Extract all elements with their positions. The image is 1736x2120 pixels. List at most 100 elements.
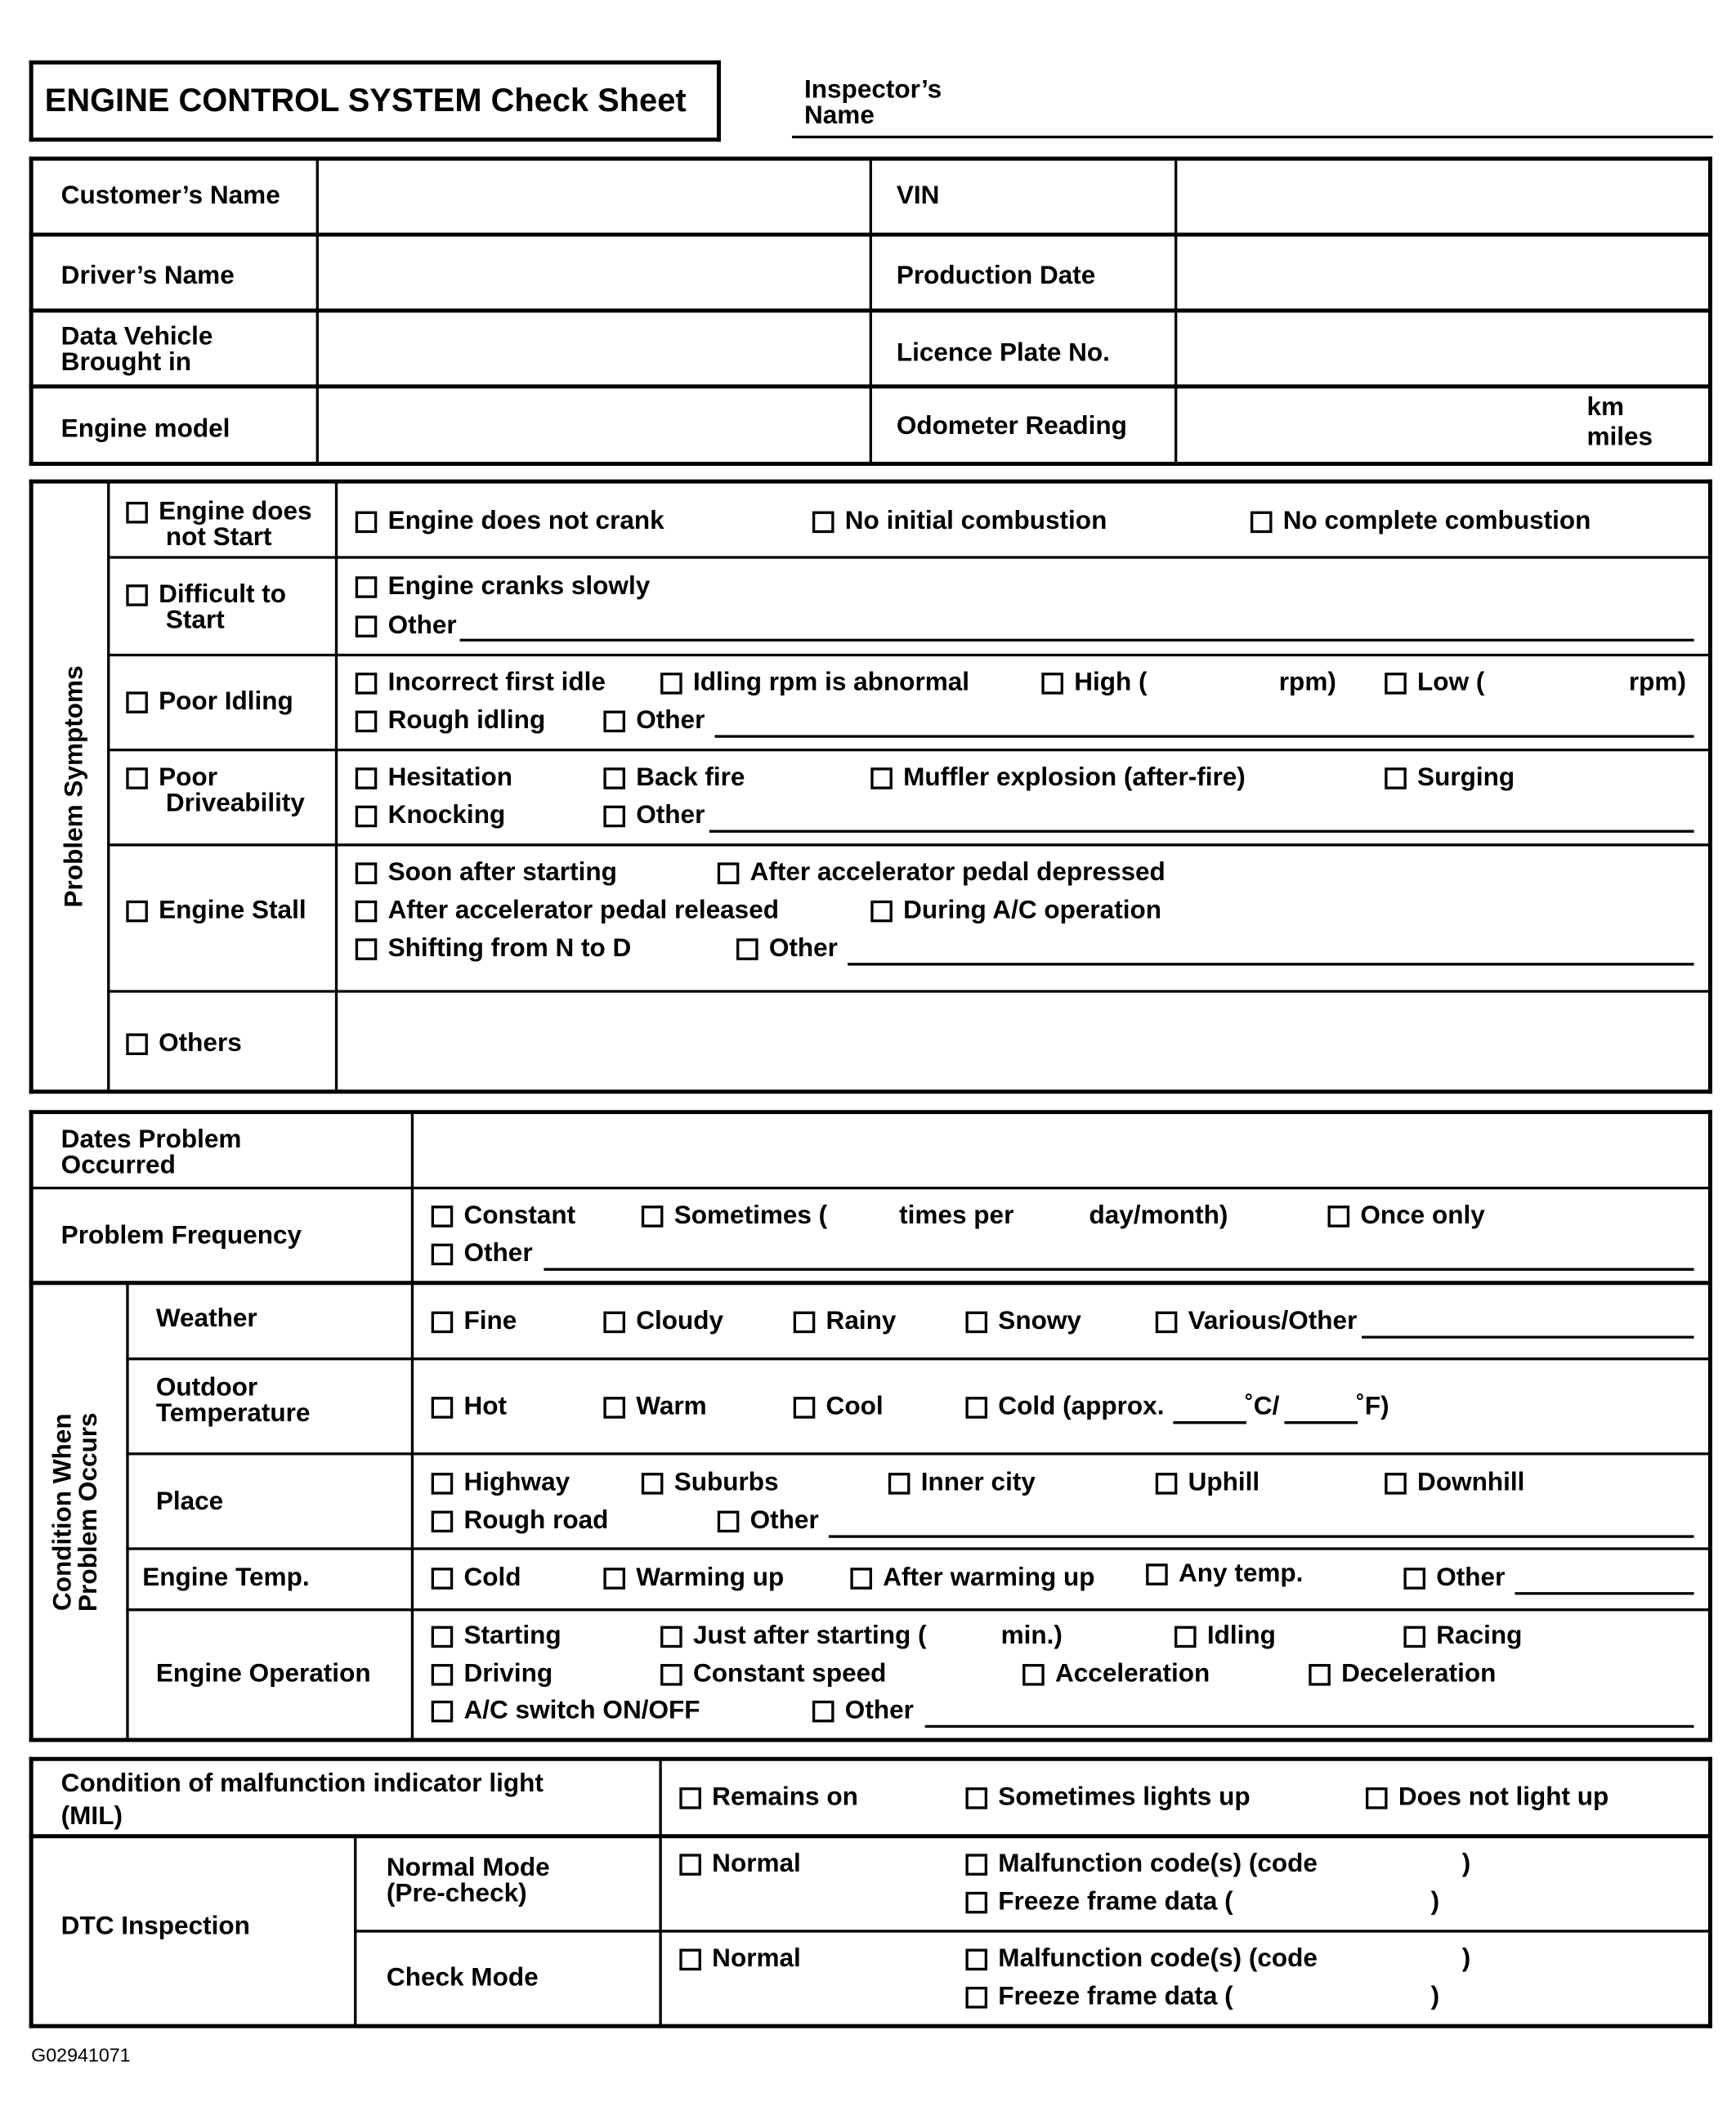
high-rpm-checkbox[interactable]: High ( (1041, 670, 1148, 695)
rough-idling-checkbox[interactable]: Rough idling (355, 708, 545, 734)
once-only-checkbox[interactable]: Once only (1327, 1203, 1485, 1228)
checkbox-icon[interactable] (355, 673, 378, 695)
knocking-checkbox[interactable]: Knocking (355, 803, 505, 829)
suburbs-checkbox[interactable]: Suburbs (641, 1470, 779, 1496)
surging-checkbox[interactable]: Surging (1385, 765, 1515, 790)
downhill-checkbox[interactable]: Downhill (1385, 1470, 1524, 1496)
no-complete-combustion-checkbox[interactable]: No complete combustion (1250, 508, 1591, 534)
cool-checkbox[interactable]: Cool (793, 1394, 884, 1420)
warm-checkbox[interactable]: Warm (603, 1394, 707, 1420)
checkbox-icon[interactable] (965, 1948, 988, 1971)
snowy-checkbox[interactable]: Snowy (965, 1308, 1081, 1335)
checkbox-icon[interactable] (870, 767, 893, 789)
checkbox-icon[interactable] (965, 1891, 988, 1914)
low-rpm-checkbox[interactable]: Low ( (1385, 670, 1484, 695)
checkbox-icon[interactable] (431, 1397, 454, 1419)
engine-operation-other-checkbox[interactable]: Other (812, 1698, 914, 1724)
soon-after-starting-checkbox[interactable]: Soon after starting (355, 860, 617, 886)
during-ac-operation-checkbox[interactable]: During A/C operation (870, 898, 1161, 924)
checkbox-icon[interactable] (793, 1397, 816, 1419)
checkbox-icon[interactable] (641, 1205, 664, 1228)
hot-checkbox[interactable]: Hot (431, 1394, 507, 1420)
after-pedal-depressed-checkbox[interactable]: After accelerator pedal depressed (717, 860, 1166, 886)
starting-checkbox[interactable]: Starting (431, 1623, 562, 1649)
checkbox-icon[interactable] (603, 710, 625, 733)
checkbox-icon[interactable] (888, 1473, 911, 1495)
checkbox-icon[interactable] (965, 1787, 988, 1809)
checkbox-icon[interactable] (965, 1986, 988, 2009)
engine-stall-checkbox[interactable]: Engine Stall (126, 898, 306, 924)
cloudy-checkbox[interactable]: Cloudy (603, 1308, 723, 1335)
checkbox-icon[interactable] (965, 1311, 988, 1334)
checkbox-icon[interactable] (355, 576, 378, 598)
checkbox-icon[interactable] (1327, 1205, 1350, 1228)
highway-checkbox[interactable]: Highway (431, 1470, 570, 1496)
checkbox-icon[interactable] (355, 767, 378, 789)
ac-switch-checkbox[interactable]: A/C switch ON/OFF (431, 1698, 700, 1724)
idling-checkbox[interactable]: Idling (1174, 1623, 1276, 1649)
checkbox-icon[interactable] (126, 501, 148, 524)
checkbox-icon[interactable] (126, 900, 148, 923)
check-mode-normal-checkbox[interactable]: Normal (679, 1946, 801, 1972)
checkbox-icon[interactable] (431, 1568, 454, 1590)
checkbox-icon[interactable] (717, 862, 740, 884)
engine-does-not-start-checkbox[interactable]: Engine does not Start (126, 499, 312, 551)
checkbox-icon[interactable] (603, 805, 625, 828)
others-checkbox[interactable]: Others (126, 1031, 242, 1057)
checkbox-icon[interactable] (431, 1664, 454, 1686)
checkbox-icon[interactable] (812, 1700, 834, 1723)
checkbox-icon[interactable] (660, 1664, 682, 1686)
checkbox-icon[interactable] (355, 615, 378, 637)
checkbox-icon[interactable] (603, 1568, 625, 1590)
checkbox-icon[interactable] (355, 511, 378, 534)
checkbox-icon[interactable] (126, 584, 148, 606)
checkbox-icon[interactable] (355, 862, 378, 884)
warming-up-checkbox[interactable]: Warming up (603, 1565, 784, 1590)
checkbox-icon[interactable] (1385, 767, 1407, 789)
checkbox-icon[interactable] (870, 900, 893, 923)
idling-rpm-abnormal-checkbox[interactable]: Idling rpm is abnormal (660, 670, 969, 695)
after-warming-up-checkbox[interactable]: After warming up (850, 1565, 1095, 1590)
hesitation-checkbox[interactable]: Hesitation (355, 765, 512, 790)
sometimes-lights-up-checkbox[interactable]: Sometimes lights up (965, 1785, 1251, 1810)
checkbox-icon[interactable] (1146, 1563, 1168, 1586)
just-after-starting-checkbox[interactable]: Just after starting ( (660, 1623, 927, 1649)
checkbox-icon[interactable] (1041, 673, 1063, 695)
checkbox-icon[interactable] (431, 1205, 454, 1228)
checkbox-icon[interactable] (660, 1626, 682, 1648)
cold-approx-checkbox[interactable]: Cold (approx. (965, 1394, 1164, 1420)
does-not-light-up-checkbox[interactable]: Does not light up (1365, 1785, 1608, 1810)
checkbox-icon[interactable] (850, 1568, 872, 1590)
checkbox-icon[interactable] (1385, 673, 1407, 695)
checkbox-icon[interactable] (1309, 1664, 1331, 1686)
driving-checkbox[interactable]: Driving (431, 1662, 553, 1687)
checkbox-icon[interactable] (603, 1311, 625, 1334)
checkbox-icon[interactable] (126, 767, 148, 789)
engine-temp-other-checkbox[interactable]: Other (1403, 1565, 1505, 1590)
checkbox-icon[interactable] (812, 511, 834, 534)
engine-cranks-slowly-checkbox[interactable]: Engine cranks slowly (355, 574, 650, 599)
checkbox-icon[interactable] (431, 1510, 454, 1533)
checkbox-icon[interactable] (431, 1700, 454, 1723)
difficult-start-other-checkbox[interactable]: Other (355, 613, 457, 639)
checkbox-icon[interactable] (679, 1948, 701, 1971)
fine-checkbox[interactable]: Fine (431, 1308, 517, 1335)
checkbox-icon[interactable] (355, 805, 378, 828)
checkbox-icon[interactable] (1403, 1568, 1426, 1590)
poor-idling-checkbox[interactable]: Poor Idling (126, 689, 293, 714)
checkbox-icon[interactable] (126, 1033, 148, 1055)
checkbox-icon[interactable] (355, 900, 378, 923)
checkbox-icon[interactable] (793, 1311, 816, 1334)
normal-mode-normal-checkbox[interactable]: Normal (679, 1851, 801, 1877)
shifting-n-to-d-checkbox[interactable]: Shifting from N to D (355, 936, 631, 961)
driveability-other-checkbox[interactable]: Other (603, 803, 705, 829)
poor-driveability-checkbox[interactable]: Poor Driveability (126, 765, 305, 816)
checkbox-icon[interactable] (1155, 1311, 1178, 1334)
uphill-checkbox[interactable]: Uphill (1155, 1470, 1259, 1496)
remains-on-checkbox[interactable]: Remains on (679, 1785, 858, 1810)
checkbox-icon[interactable] (641, 1473, 664, 1495)
frequency-other-checkbox[interactable]: Other (431, 1241, 533, 1267)
checkbox-icon[interactable] (431, 1473, 454, 1495)
checkbox-icon[interactable] (431, 1243, 454, 1266)
checkbox-icon[interactable] (603, 767, 625, 789)
